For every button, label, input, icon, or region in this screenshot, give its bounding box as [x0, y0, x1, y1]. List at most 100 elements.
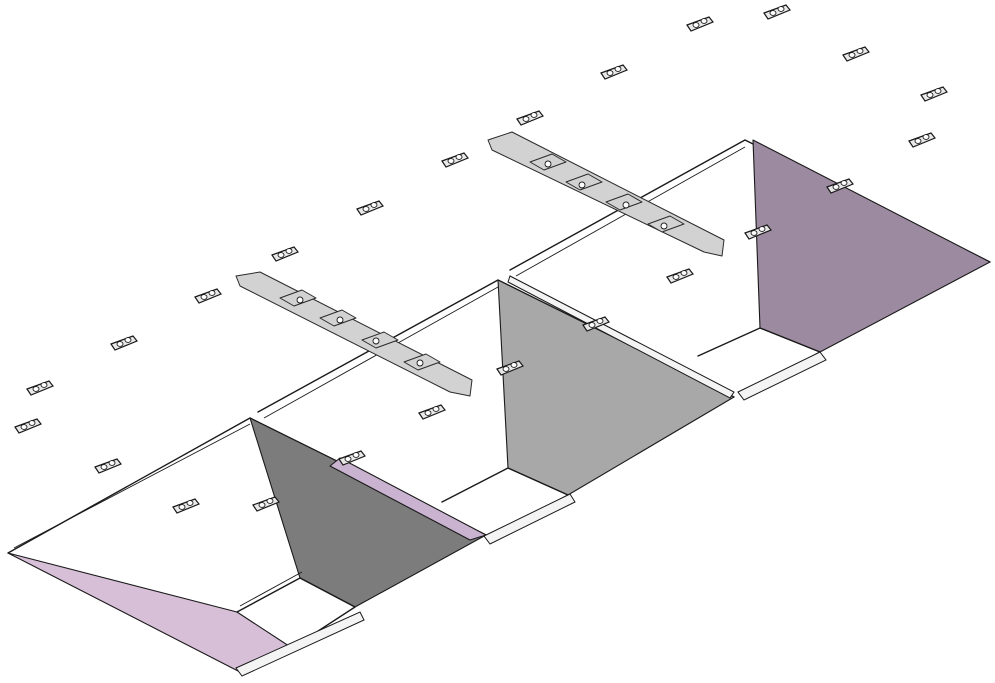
clip-hole	[277, 252, 285, 258]
fastener-clip	[496, 360, 524, 376]
clip-body	[908, 132, 936, 148]
clip-hole	[522, 116, 530, 122]
clip-hole	[700, 18, 708, 24]
clip-hole	[432, 406, 440, 412]
clip-hole	[502, 366, 510, 372]
clip-hole	[832, 184, 840, 190]
clip-body	[842, 46, 870, 62]
clip-body	[110, 335, 138, 351]
fastener-clip	[908, 132, 936, 148]
fastener-clip	[14, 418, 42, 434]
tray-1-front-lavender-panel	[7, 552, 293, 673]
clip-hole	[672, 274, 680, 280]
clip-body	[14, 418, 42, 434]
clip-hole	[614, 66, 622, 72]
fastener-clip	[441, 152, 469, 168]
fastener-clip	[582, 316, 610, 332]
clip-hole	[285, 248, 293, 254]
rail-right-hole-1	[544, 160, 552, 168]
connector-rail-right	[487, 131, 725, 257]
clip-hole	[596, 318, 604, 324]
clip-body	[26, 380, 54, 396]
clip-hole	[530, 112, 538, 118]
tray-1-bottom-flange	[235, 611, 365, 677]
fastener-clip	[666, 268, 694, 284]
clip-body	[94, 458, 122, 474]
clip-body	[418, 404, 446, 420]
clip-hole	[922, 134, 930, 140]
clip-hole	[680, 270, 688, 276]
clip-hole	[758, 226, 766, 232]
tray-1-trough-line	[239, 571, 303, 607]
clip-hole	[124, 337, 132, 343]
fastener-clip	[744, 224, 772, 240]
clip-hole	[178, 504, 186, 510]
rail-left-hole-3	[372, 337, 380, 345]
hopper-tray-3	[507, 139, 991, 401]
rail-left-hole-2	[336, 316, 344, 324]
clip-hole	[692, 22, 700, 28]
fastener-clip	[763, 4, 791, 20]
fastener-clips	[14, 4, 948, 514]
tray-3-front-lip	[507, 275, 735, 399]
clip-hole	[200, 294, 208, 300]
fastener-clip	[516, 110, 544, 126]
clip-hole	[777, 6, 785, 12]
clip-hole	[40, 382, 48, 388]
rail-left-hole-1	[296, 296, 304, 304]
clip-body	[271, 246, 299, 262]
fastener-clip	[252, 496, 280, 512]
clip-hole	[769, 10, 777, 16]
clip-body	[252, 496, 280, 512]
rail-right-hole-2	[578, 181, 586, 189]
fastener-clip	[172, 498, 200, 514]
clip-hole	[510, 362, 518, 368]
clip-hole	[258, 502, 266, 508]
fastener-clip	[418, 404, 446, 420]
rail-right-body	[487, 131, 725, 257]
tray-1-dark-side-panel	[249, 417, 487, 608]
rail-right-tab-3	[605, 193, 643, 211]
rail-right-hole-3	[622, 201, 630, 209]
clip-hole	[266, 498, 274, 504]
fastener-clip	[842, 46, 870, 62]
clip-hole	[455, 154, 463, 160]
clip-hole	[856, 48, 864, 54]
clip-hole	[208, 290, 216, 296]
clip-hole	[840, 180, 848, 186]
clip-body	[763, 4, 791, 20]
tray-1-trough-edge	[236, 577, 356, 649]
clip-hole	[32, 386, 40, 392]
fastener-clip	[338, 450, 366, 466]
clip-hole	[606, 70, 614, 76]
rail-left-tab-3	[361, 331, 399, 349]
rail-left-hole-4	[416, 359, 424, 367]
fastener-clip	[271, 246, 299, 262]
fastener-clip	[356, 200, 384, 216]
clip-body	[356, 200, 384, 216]
clip-hole	[750, 230, 758, 236]
rail-left-body	[235, 271, 473, 397]
clip-hole	[934, 88, 942, 94]
tray-2-gray-side-panel	[497, 279, 735, 496]
clip-hole	[424, 410, 432, 416]
clip-hole	[186, 500, 194, 506]
clip-body	[920, 86, 948, 102]
clip-hole	[926, 92, 934, 98]
hopper-tray-2	[257, 279, 735, 545]
clip-hole	[344, 456, 352, 462]
clip-hole	[447, 158, 455, 164]
fastener-clip	[26, 380, 54, 396]
clip-hole	[116, 341, 124, 347]
clip-hole	[370, 202, 378, 208]
tray-2-lavender-strip	[329, 457, 487, 541]
fastener-clip	[826, 178, 854, 194]
clip-body	[516, 110, 544, 126]
fastener-clip	[110, 335, 138, 351]
clip-body	[441, 152, 469, 168]
clip-hole	[20, 424, 28, 430]
hopper-tray-1	[7, 417, 487, 677]
rail-right-tab-2	[565, 173, 603, 191]
fastener-clip	[920, 86, 948, 102]
